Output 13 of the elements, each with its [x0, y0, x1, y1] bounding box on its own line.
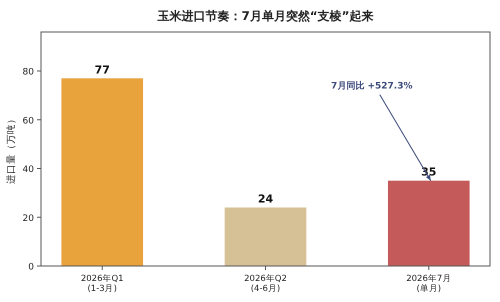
x-tick-label: 2026年7月 (单月): [406, 273, 452, 294]
y-tick-label: 0: [28, 262, 34, 272]
y-tick-label: 80: [22, 68, 34, 78]
data-label: 77: [94, 63, 110, 76]
y-axis-title: 进口量（万吨）: [5, 114, 17, 184]
chart-title: 玉米进口节奏：7月单月突然“支棱”起来: [156, 9, 374, 23]
x-tick-label: 2026年Q1 (1-3月): [80, 273, 124, 294]
x-tick-label: 2026年Q2 (4-6月): [244, 273, 287, 294]
data-label: 24: [258, 192, 274, 206]
y-tick-label: 40: [22, 165, 34, 175]
y-tick-label: 20: [22, 214, 34, 224]
annotation: 7月同比 +527.3%: [331, 80, 412, 92]
y-tick-label: 60: [22, 116, 34, 126]
